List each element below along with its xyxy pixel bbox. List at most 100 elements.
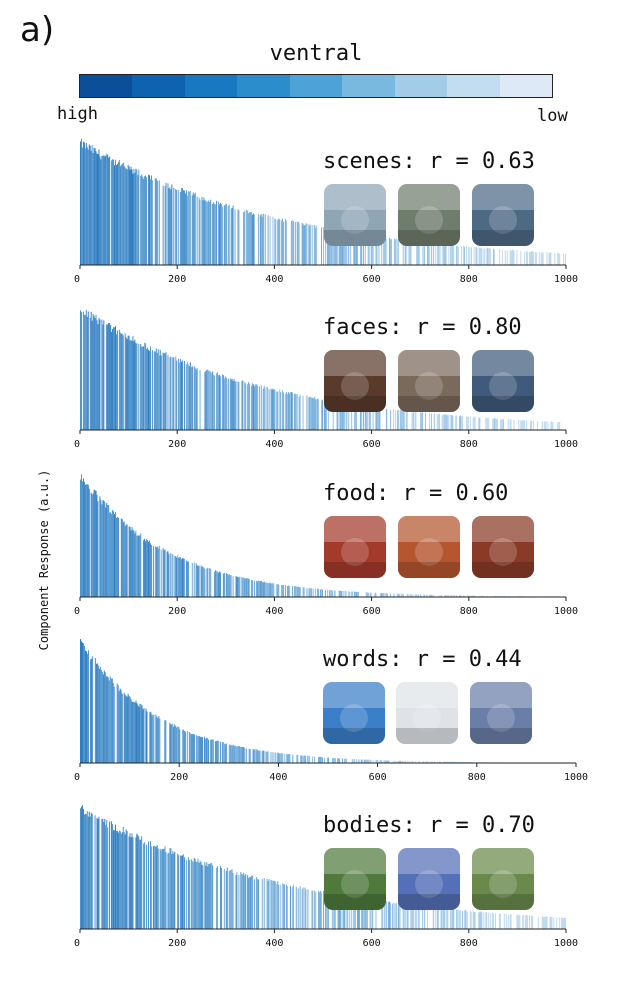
response-bar: [461, 416, 462, 430]
response-bar: [429, 594, 431, 597]
response-bar: [288, 754, 290, 763]
response-bar: [473, 416, 475, 430]
response-bar: [254, 749, 256, 763]
response-bar: [125, 695, 127, 763]
response-bar: [559, 253, 561, 265]
response-bar: [546, 916, 548, 929]
panel-title: scenes: r = 0.63: [323, 149, 535, 174]
response-bar: [335, 229, 337, 265]
response-bar: [361, 897, 363, 929]
response-bar: [381, 760, 383, 763]
response-bar: [437, 761, 439, 763]
response-bar: [415, 411, 417, 430]
response-bar: [486, 248, 488, 265]
response-bar: [510, 419, 512, 430]
response-bar: [510, 250, 512, 265]
response-bar: [402, 239, 404, 265]
response-bar: [458, 909, 460, 929]
response-bar: [282, 585, 284, 597]
response-bar: [411, 594, 413, 597]
response-bar: [366, 898, 368, 929]
response-bar: [198, 197, 200, 265]
response-bar: [124, 694, 126, 763]
response-bar: [324, 757, 326, 763]
response-bar: [223, 572, 225, 597]
response-bar: [320, 756, 322, 763]
response-bar: [444, 244, 446, 265]
response-bar: [535, 252, 537, 265]
response-bar: [255, 749, 257, 763]
response-bar: [208, 370, 210, 430]
response-bar: [146, 711, 148, 763]
response-bar: [538, 252, 540, 265]
response-bar: [91, 656, 93, 763]
response-bar: [235, 380, 237, 430]
response-bar: [550, 252, 552, 265]
response-bar: [530, 420, 532, 430]
response-bar: [101, 155, 103, 265]
colorbar-high-label: high: [57, 104, 98, 124]
response-bar: [513, 250, 515, 265]
response-bar: [227, 575, 229, 597]
response-bar: [121, 519, 123, 597]
colorbar-segment: [80, 75, 133, 97]
response-bar: [430, 594, 432, 597]
response-bar: [375, 759, 377, 763]
response-bar: [509, 914, 511, 929]
response-bar: [201, 737, 203, 763]
response-bar: [405, 760, 407, 763]
response-bar: [188, 860, 190, 929]
response-bar: [344, 230, 346, 265]
response-bar: [465, 245, 467, 265]
response-bar: [138, 836, 140, 929]
response-bar: [201, 566, 203, 597]
response-bar: [365, 759, 367, 763]
x-tick-label: 0: [74, 274, 80, 285]
response-bar: [210, 371, 212, 430]
response-bar: [381, 593, 383, 597]
response-bar: [314, 225, 316, 265]
response-bar: [369, 407, 371, 430]
response-bar: [441, 415, 443, 430]
response-bar: [481, 912, 483, 929]
empty-room-photo: [398, 184, 460, 246]
response-bar: [511, 249, 513, 265]
response-bar: [176, 557, 178, 597]
response-bar: [128, 335, 130, 430]
response-bar: [266, 751, 268, 763]
response-bar: [230, 575, 232, 597]
response-bar: [142, 709, 144, 763]
response-bar: [158, 545, 160, 597]
response-bar: [114, 165, 115, 265]
response-bar: [229, 575, 231, 597]
response-bar: [194, 192, 196, 265]
response-bar: [397, 238, 399, 265]
response-bar: [170, 848, 172, 929]
response-bar: [385, 236, 387, 265]
response-bar: [321, 757, 323, 763]
response-bar: [208, 863, 210, 929]
response-bar: [159, 349, 161, 430]
response-bar: [162, 849, 164, 929]
response-bar: [454, 595, 456, 597]
response-bar: [509, 249, 511, 265]
response-bar: [337, 894, 339, 929]
response-bar: [173, 357, 175, 430]
response-bar: [336, 402, 338, 430]
colorbar-low-label: low: [537, 106, 568, 126]
response-bar: [234, 745, 236, 763]
response-bar: [123, 521, 125, 597]
response-bar: [504, 250, 506, 265]
response-bar: [282, 390, 284, 430]
response-bar: [245, 578, 247, 597]
response-bar: [163, 353, 165, 430]
response-bar: [418, 906, 420, 929]
response-bar: [100, 669, 102, 763]
response-bar: [377, 760, 379, 763]
response-bar: [249, 212, 251, 265]
response-bar: [190, 367, 192, 430]
response-bar: [232, 873, 234, 929]
response-bar: [163, 550, 165, 597]
response-bar: [430, 413, 432, 430]
response-bar: [277, 752, 279, 763]
